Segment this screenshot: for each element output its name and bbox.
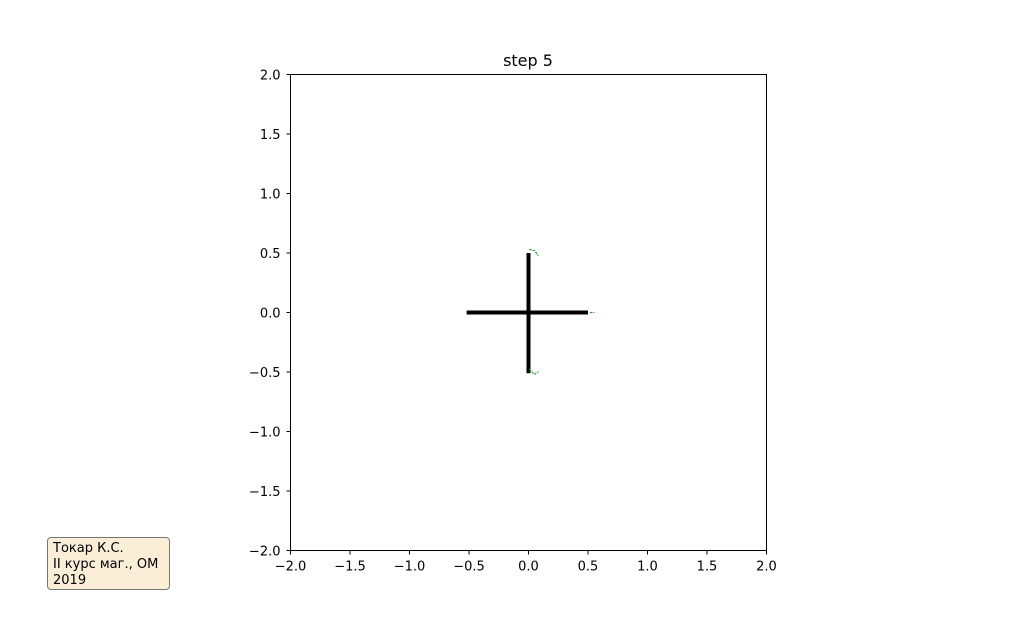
trace-dotted-line	[529, 248, 539, 256]
x-tick-label: −1.0	[394, 560, 426, 575]
x-tick-label: −2.0	[275, 560, 307, 575]
trace-dotted-line	[529, 369, 539, 376]
y-tick-label: −0.5	[249, 366, 281, 381]
x-tick-label: 0.0	[518, 560, 539, 575]
x-tick-label: −0.5	[453, 560, 485, 575]
x-tick-label: −1.5	[334, 560, 366, 575]
plot-data	[466, 248, 595, 376]
x-tick-label: 0.5	[578, 560, 599, 575]
y-tick-label: 1.0	[260, 188, 281, 203]
author-note-line: II курс маг., ОМ	[53, 557, 159, 572]
author-note: Токар К.С. II курс маг., ОМ 2019	[47, 537, 170, 590]
author-note-line: Токар К.С.	[53, 541, 124, 556]
chart-title: step 5	[503, 51, 553, 70]
y-tick-label: −2.0	[249, 545, 281, 560]
y-tick-label: 0.0	[260, 307, 281, 322]
plot-frame	[290, 74, 767, 551]
y-tick-label: 0.5	[260, 247, 281, 262]
y-tick-label: 1.5	[260, 128, 281, 143]
x-tick-label: 1.5	[697, 560, 718, 575]
axes: −2.0 −1.5 −1.0 −0.5 0.0 0.5 1.0 1.5 2.0 2.0 1.5 1.0…	[249, 69, 777, 575]
y-tick-label: −1.5	[249, 485, 281, 500]
author-note-line: 2019	[53, 573, 87, 588]
y-tick-label: 2.0	[260, 69, 281, 84]
y-tick-label: −1.0	[249, 426, 281, 441]
x-tick-label: 1.0	[637, 560, 658, 575]
x-tick-label: 2.0	[756, 560, 777, 575]
